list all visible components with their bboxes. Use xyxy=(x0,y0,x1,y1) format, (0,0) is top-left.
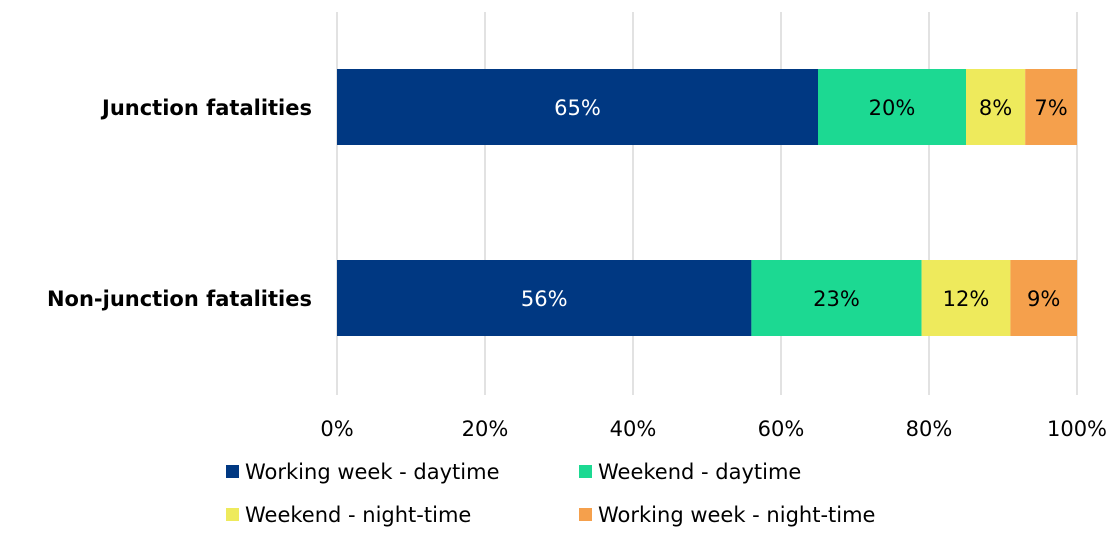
legend-label: Weekend - daytime xyxy=(598,460,801,484)
category-label: Junction fatalities xyxy=(100,96,312,120)
data-label: 20% xyxy=(869,96,916,120)
bar-segment xyxy=(1010,260,1077,336)
bar-segment xyxy=(337,260,752,336)
data-label: 8% xyxy=(979,96,1012,120)
data-labels: 65% 20% 8% 7% 56% 23% 12% 9% xyxy=(521,96,1068,311)
bars xyxy=(337,69,1077,336)
legend-label: Weekend - night-time xyxy=(245,503,471,527)
x-tick-label: 100% xyxy=(1047,417,1107,441)
legend-item: Weekend - night-time xyxy=(226,503,471,527)
legend-swatch xyxy=(579,465,592,478)
category-labels: Junction fatalities Non-junction fataliti… xyxy=(47,96,312,311)
bar-segment xyxy=(966,69,1026,145)
legend-label: Working week - daytime xyxy=(245,460,500,484)
legend-item: Working week - night-time xyxy=(579,503,875,527)
x-tick-label: 80% xyxy=(906,417,953,441)
x-tick-label: 60% xyxy=(758,417,805,441)
bar-segment xyxy=(337,69,818,145)
bar-segment xyxy=(921,260,1011,336)
data-label: 23% xyxy=(813,287,860,311)
data-label: 12% xyxy=(943,287,990,311)
legend-swatch xyxy=(579,508,592,521)
data-label: 9% xyxy=(1027,287,1060,311)
bar-segment xyxy=(818,69,966,145)
legend: Working week - daytime Weekend - daytime W… xyxy=(226,460,875,527)
legend-item: Weekend - daytime xyxy=(579,460,801,484)
x-tick-label: 40% xyxy=(610,417,657,441)
legend-label: Working week - night-time xyxy=(598,503,875,527)
bar-segment xyxy=(751,260,922,336)
data-label: 7% xyxy=(1034,96,1067,120)
x-tick-label: 20% xyxy=(462,417,509,441)
data-label: 56% xyxy=(521,287,568,311)
legend-swatch xyxy=(226,465,239,478)
x-tick-labels: 0% 20% 40% 60% 80% 100% xyxy=(320,417,1107,441)
legend-swatch xyxy=(226,508,239,521)
x-tick-label: 0% xyxy=(320,417,353,441)
bar-segment xyxy=(1025,69,1077,145)
data-label: 65% xyxy=(554,96,601,120)
category-label: Non-junction fatalities xyxy=(47,287,312,311)
legend-item: Working week - daytime xyxy=(226,460,500,484)
